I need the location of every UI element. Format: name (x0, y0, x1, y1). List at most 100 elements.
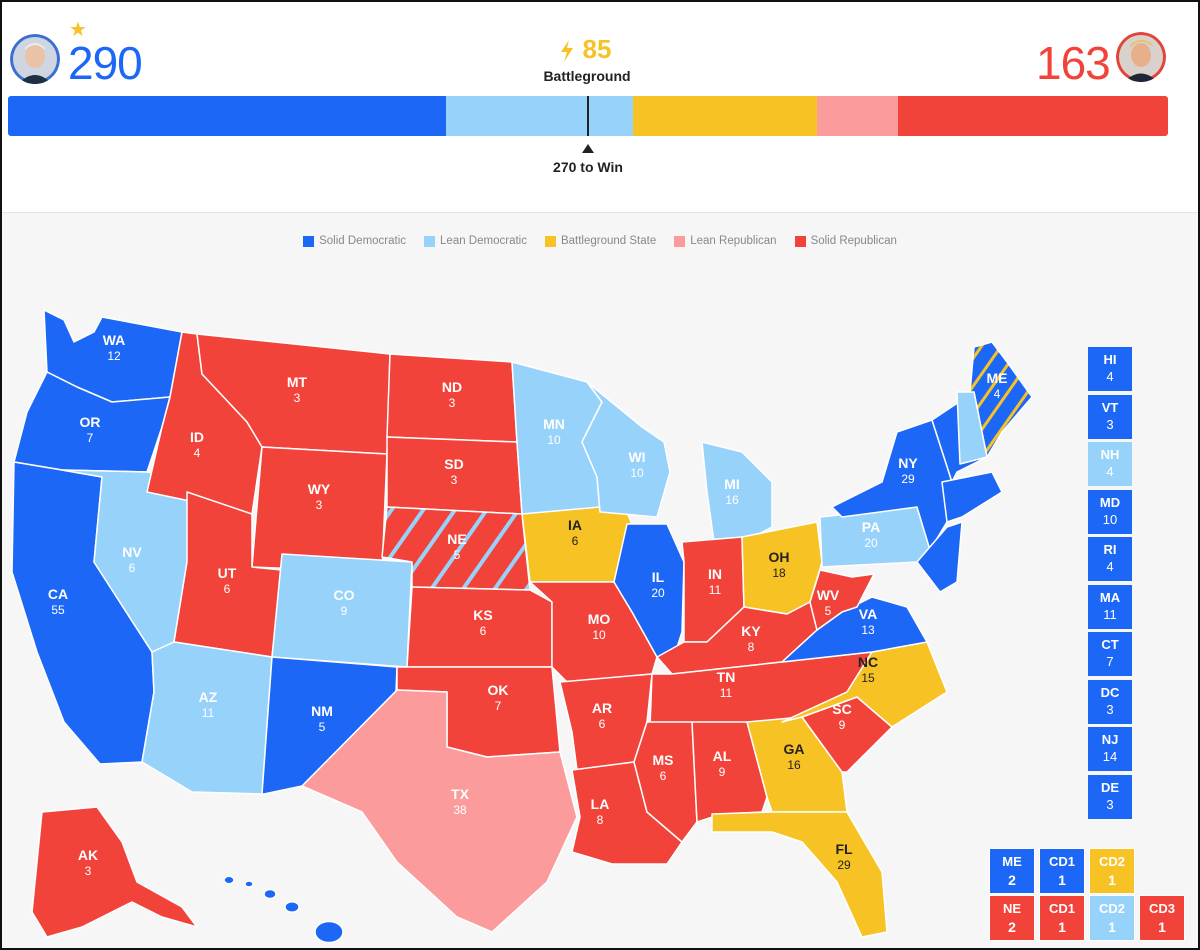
bar-segment-battleground-state (633, 96, 817, 136)
state-label: LA (591, 796, 610, 812)
legend-swatch (303, 235, 315, 247)
state-label: FL (835, 841, 853, 857)
legend-item: Solid Republican (794, 235, 897, 247)
hawaii-island[interactable] (263, 888, 277, 900)
small-state-ev: 14 (1102, 749, 1118, 764)
lightning-icon (561, 40, 573, 62)
bar-segment-lean-democratic (445, 96, 634, 136)
legend-label: Lean Democratic (440, 235, 527, 247)
small-state-vt[interactable]: VT 3 (1088, 394, 1132, 439)
district-box[interactable]: CD2 1 (1089, 895, 1135, 941)
hawaii-island[interactable] (284, 901, 300, 913)
legend-swatch (424, 235, 436, 247)
small-state-dc[interactable]: DC 3 (1088, 679, 1132, 724)
small-state-ev: 10 (1102, 511, 1118, 527)
state-tx[interactable] (301, 689, 578, 933)
state-label: MO (588, 611, 611, 627)
district-box[interactable]: NE 2 (989, 895, 1035, 941)
state-electoral-votes: 6 (572, 534, 579, 548)
state-label: KY (741, 623, 761, 639)
northeast-small-states-shape[interactable] (916, 521, 963, 593)
district-box[interactable]: CD3 1 (1139, 895, 1185, 941)
us-map: WA12OR7CA55NV6ID4MT3WY3UT6AZ11CO9NM5ND3S… (11, 309, 1033, 944)
state-electoral-votes: 6 (660, 769, 667, 783)
state-label: CO (334, 587, 355, 603)
hawaii-island[interactable] (244, 880, 254, 888)
legend-label: Solid Democratic (319, 235, 407, 247)
state-electoral-votes: 3 (451, 473, 458, 487)
small-state-abbr: RI (1103, 542, 1117, 557)
state-label: OK (488, 682, 509, 698)
state-electoral-votes: 18 (772, 566, 786, 580)
state-label: ME (987, 370, 1008, 386)
state-electoral-votes: 6 (129, 561, 136, 575)
state-electoral-votes: 4 (994, 387, 1001, 401)
state-or[interactable] (13, 371, 171, 473)
left-candidate-avatar[interactable] (10, 34, 60, 84)
state-electoral-votes: 20 (864, 536, 878, 550)
state-wi[interactable] (581, 381, 671, 518)
state-nh[interactable] (956, 391, 988, 465)
arrow-up-icon (582, 144, 594, 153)
district-ev: 1 (1058, 919, 1066, 935)
state-electoral-votes: 11 (202, 706, 215, 720)
hawaii-island[interactable] (314, 920, 344, 944)
state-electoral-votes: 16 (787, 758, 801, 772)
state-electoral-votes: 5 (454, 548, 461, 562)
state-label: NC (858, 654, 878, 670)
legend-item: Solid Democratic (303, 235, 406, 247)
state-electoral-votes: 10 (547, 433, 561, 447)
state-label: TN (717, 669, 736, 685)
district-box[interactable]: CD2 1 (1089, 848, 1135, 894)
small-state-abbr: CT (1101, 637, 1119, 652)
state-electoral-votes: 3 (85, 864, 92, 878)
state-electoral-votes: 5 (825, 604, 832, 618)
small-state-abbr: DE (1100, 779, 1120, 795)
state-label: GA (784, 741, 805, 757)
small-state-ev: 4 (1106, 559, 1114, 574)
state-electoral-votes: 6 (224, 582, 231, 596)
district-label: ME (1002, 854, 1022, 869)
state-label: IN (708, 566, 722, 582)
right-candidate-avatar[interactable] (1116, 32, 1166, 82)
small-state-de[interactable]: DE 3 (1088, 774, 1132, 819)
state-electoral-votes: 29 (837, 858, 851, 872)
state-nc[interactable] (781, 641, 948, 728)
state-electoral-votes: 3 (316, 498, 323, 512)
small-state-nj[interactable]: NJ 14 (1088, 727, 1132, 771)
state-label: MN (543, 416, 565, 432)
district-ev: 2 (1008, 919, 1016, 935)
state-ak[interactable] (31, 806, 198, 938)
small-state-hi[interactable]: HI 4 (1088, 347, 1132, 391)
state-label: UT (218, 565, 237, 581)
district-box[interactable]: CD1 1 (1039, 848, 1085, 894)
state-label: MI (724, 476, 740, 492)
district-label: CD2 (1098, 854, 1125, 869)
state-electoral-votes: 7 (87, 431, 94, 445)
state-electoral-votes: 7 (495, 699, 502, 713)
state-mi[interactable] (701, 441, 773, 543)
state-label: AL (713, 748, 732, 764)
small-state-abbr: NH (1100, 447, 1120, 462)
right-candidate-votes: 163 (1036, 37, 1111, 89)
state-wv[interactable] (809, 569, 875, 631)
state-label: OR (80, 414, 101, 430)
small-state-ev: 4 (1106, 369, 1114, 384)
small-state-nh[interactable]: NH 4 (1088, 442, 1132, 486)
northeast-small-states-shape[interactable] (941, 471, 1003, 523)
district-box[interactable]: ME 2 (989, 848, 1035, 894)
state-fl[interactable] (711, 811, 888, 938)
state-electoral-votes: 9 (839, 718, 846, 732)
district-box[interactable]: CD1 1 (1039, 895, 1085, 941)
state-label: NY (898, 455, 918, 471)
hawaii-island[interactable] (223, 875, 235, 885)
state-label: WV (817, 587, 840, 603)
state-electoral-votes: 5 (319, 720, 326, 734)
small-state-ct[interactable]: CT 7 (1088, 632, 1132, 676)
legend-label: Solid Republican (810, 235, 897, 247)
small-state-ma[interactable]: MA 11 (1088, 584, 1132, 629)
state-label: IA (568, 517, 582, 533)
small-state-md[interactable]: MD 10 (1088, 489, 1132, 534)
small-state-ri[interactable]: RI 4 (1088, 537, 1132, 581)
